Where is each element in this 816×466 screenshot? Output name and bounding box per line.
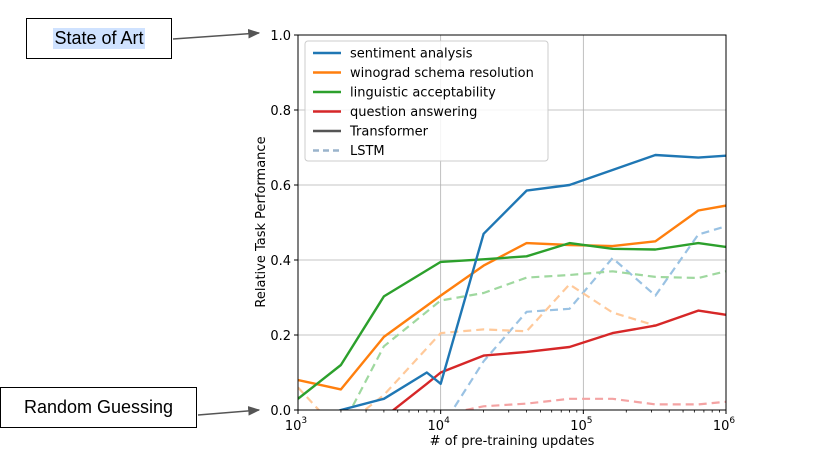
series-line-lstm-question-answering xyxy=(465,397,726,410)
legend-box xyxy=(304,40,549,162)
legend-label: Transformer xyxy=(349,125,429,140)
plot-frame xyxy=(297,34,727,411)
x-tick-label: 106 xyxy=(713,416,736,434)
series-line-transformer-winograd-schema-resolution xyxy=(298,204,726,391)
legend-label: linguistic acceptability xyxy=(350,86,496,101)
x-axis-ticks: 103 104 105 106 xyxy=(285,410,736,434)
state-of-art-arrow xyxy=(172,28,261,40)
y-tick-label: 0.0 xyxy=(270,404,291,419)
y-axis-ticks: 0.0 0.2 0.4 0.6 0.8 1.0 xyxy=(270,29,298,419)
legend-label: question answering xyxy=(350,105,477,120)
x-tick-exponent: 4 xyxy=(444,416,450,426)
random-guessing-label: Random Guessing xyxy=(23,397,174,417)
y-tick-label: 0.2 xyxy=(270,329,291,344)
legend: sentiment analysis winograd schema resolu… xyxy=(304,40,549,162)
x-tick-label: 104 xyxy=(428,416,451,434)
x-tick-label: 105 xyxy=(570,416,592,434)
y-tick-label: 1.0 xyxy=(270,29,291,44)
series-line-transformer-sentiment-analysis xyxy=(337,153,726,410)
state-of-art-callout: State of Art xyxy=(26,18,172,59)
random-guessing-arrow xyxy=(197,406,261,416)
series-line-lstm-winograd-schema-resolution xyxy=(298,283,726,410)
series-line-transformer-question-answering xyxy=(391,309,726,410)
series-lines xyxy=(298,153,726,410)
x-axis-label: # of pre-training updates xyxy=(430,434,595,449)
y-tick-label: 0.6 xyxy=(270,179,291,194)
x-tick-exponent: 6 xyxy=(729,416,735,426)
y-tick-label: 0.8 xyxy=(270,104,291,119)
legend-label: winograd schema resolution xyxy=(350,66,534,81)
series-line-lstm-sentiment-analysis xyxy=(451,225,726,410)
series-line-transformer-linguistic-acceptability xyxy=(298,241,726,400)
legend-label: sentiment analysis xyxy=(350,47,473,62)
x-tick-exponent: 5 xyxy=(587,416,593,426)
x-tick-exponent: 3 xyxy=(301,416,307,426)
random-guessing-callout: Random Guessing xyxy=(0,387,197,428)
series-line-lstm-linguistic-acceptability xyxy=(349,270,726,410)
legend-label: LSTM xyxy=(350,144,385,159)
x-tick-label: 103 xyxy=(285,416,307,434)
y-tick-label: 0.4 xyxy=(270,254,291,269)
state-of-art-label: State of Art xyxy=(53,28,145,49)
y-axis-label: Relative Task Performance xyxy=(254,136,269,307)
